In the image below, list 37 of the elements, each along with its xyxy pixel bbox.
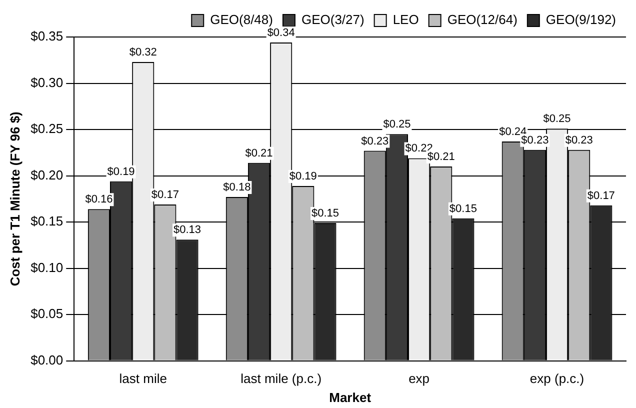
x-tick-label: last mile (p.c.) — [240, 371, 322, 386]
data-label: $0.23 — [521, 134, 549, 146]
x-axis-title: Market — [329, 390, 372, 405]
legend-label: LEO — [392, 12, 419, 28]
y-tick-label: $0.10 — [30, 260, 64, 275]
y-tick-label: $0.05 — [30, 306, 64, 322]
x-tick-label: exp (p.c.) — [530, 371, 584, 386]
data-label: $0.25 — [543, 113, 571, 126]
y-tick-label: $0.35 — [30, 28, 64, 44]
data-label: $0.19 — [107, 166, 135, 178]
data-label: $0.16 — [85, 194, 113, 206]
data-label: $0.21 — [245, 147, 273, 160]
y-tick-label: $0.25 — [30, 121, 64, 136]
y-axis-title: Cost per T1 Minute (FY 96 $) — [7, 112, 22, 286]
y-tick-label: $0.00 — [30, 352, 64, 368]
y-tick-label: $0.30 — [30, 74, 64, 90]
legend-label: GEO(12/64) — [447, 12, 518, 28]
data-label: $0.23 — [565, 134, 593, 146]
data-label: $0.32 — [129, 46, 157, 59]
data-label: $0.19 — [289, 170, 317, 182]
x-tick-label: exp — [408, 371, 430, 386]
legend-label: GEO(9/192) — [546, 12, 616, 28]
data-label: $0.17 — [151, 188, 179, 201]
data-label: $0.25 — [383, 118, 411, 131]
data-label: $0.17 — [587, 190, 615, 202]
data-label: $0.23 — [361, 135, 389, 148]
data-label: $0.15 — [449, 202, 477, 215]
data-label: $0.18 — [223, 182, 251, 194]
data-label: $0.21 — [427, 151, 455, 164]
legend-label: GEO(8/48) — [210, 12, 273, 28]
y-tick-label: $0.15 — [30, 214, 64, 229]
legend-label: GEO(3/27) — [301, 12, 364, 28]
y-tick-label: $0.20 — [30, 167, 64, 182]
data-label: $0.34 — [267, 27, 295, 40]
data-label: $0.13 — [174, 224, 202, 236]
x-tick-label: last mile — [119, 371, 167, 386]
data-label: $0.15 — [311, 207, 339, 220]
